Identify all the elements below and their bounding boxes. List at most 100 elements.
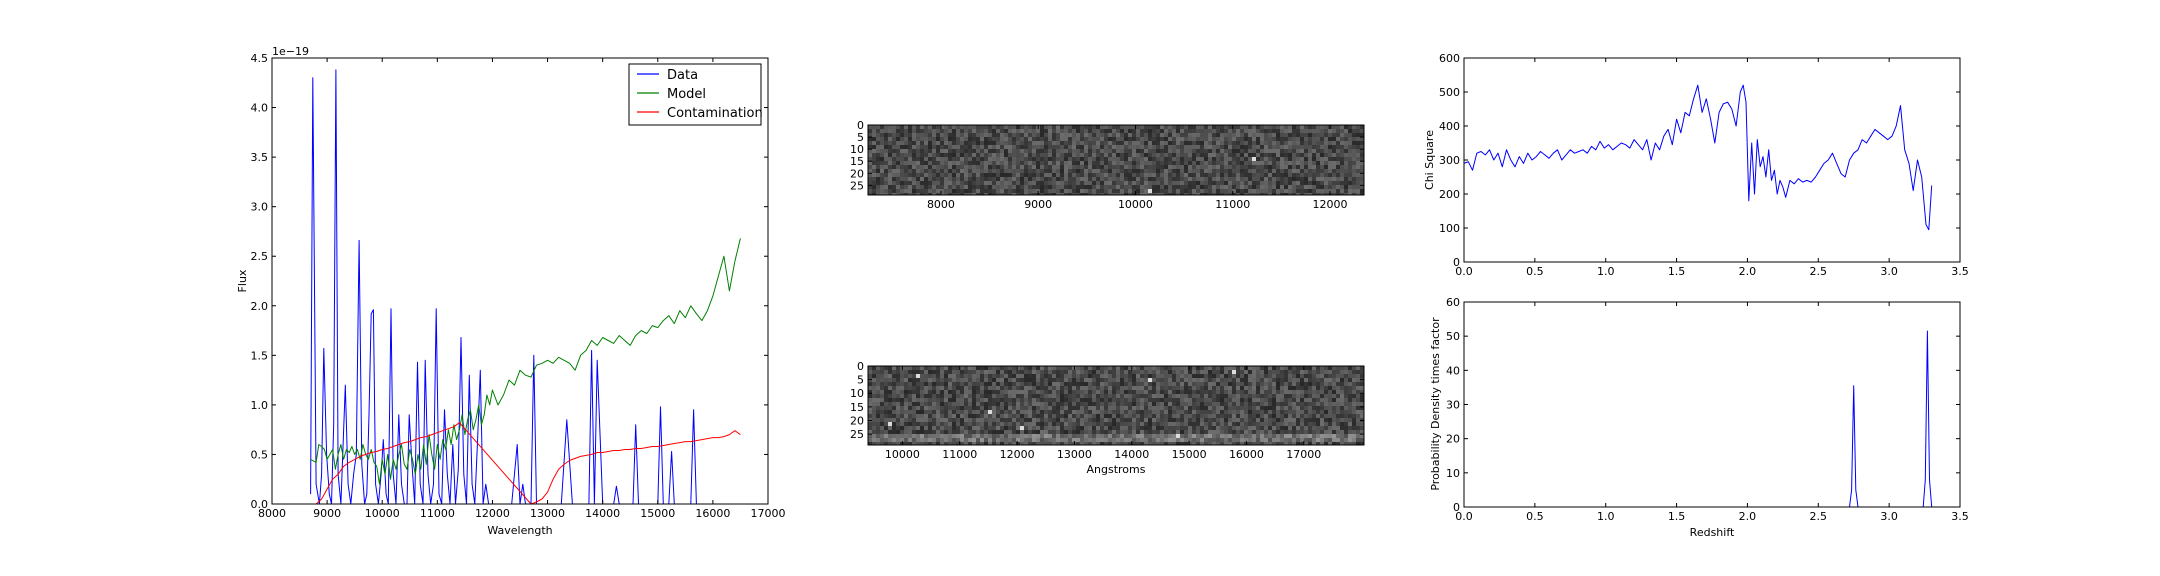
spectrum-bottom-pixel bbox=[1072, 374, 1076, 378]
spectrum-bottom-pixel bbox=[1104, 366, 1108, 370]
spectrum-bottom-pixel bbox=[1080, 402, 1084, 406]
spectrum-top-pixel bbox=[1252, 181, 1256, 185]
spectrum-top-pixel bbox=[1068, 165, 1072, 169]
spectrum-bottom-pixel bbox=[1168, 378, 1172, 382]
spectrum-bottom-pixel bbox=[972, 406, 976, 410]
spectrum-top-pixel bbox=[1152, 153, 1156, 157]
spectrum-top-pixel bbox=[972, 129, 976, 133]
spectrum-bottom-pixel bbox=[1320, 366, 1324, 370]
spectrum-top-pixel bbox=[1224, 185, 1228, 189]
spectrum-bottom-pixel bbox=[916, 426, 920, 430]
spectrum-bottom-pixel bbox=[1312, 426, 1316, 430]
spectrum-bottom-pixel bbox=[892, 382, 896, 386]
spectrum-top-pixel bbox=[1036, 129, 1040, 133]
spectrum-top-pixel bbox=[1352, 189, 1356, 193]
spectrum-bottom-pixel bbox=[892, 386, 896, 390]
spectrum-bottom-pixel bbox=[1012, 366, 1016, 370]
spectrum-top-pixel bbox=[1164, 149, 1168, 153]
spectrum-bottom-pixel bbox=[1276, 390, 1280, 394]
spectrum-bottom-pixel bbox=[1172, 434, 1176, 438]
spectrum-bottom-pixel bbox=[1076, 366, 1080, 370]
spectrum-bottom-pixel bbox=[892, 366, 896, 370]
spectrum-top-pixel bbox=[1304, 137, 1308, 141]
spectrum-bottom-pixel bbox=[1336, 366, 1340, 370]
spectrum-bottom-pixel bbox=[1104, 414, 1108, 418]
spectrum-bottom-pixel bbox=[1076, 422, 1080, 426]
spectrum-bottom-pixel bbox=[1272, 370, 1276, 374]
spectrum-bottom-pixel bbox=[896, 378, 900, 382]
spectrum-bottom-pixel bbox=[1024, 438, 1028, 442]
spectrum-top-pixel bbox=[1080, 141, 1084, 145]
spectrum-bottom-pixel bbox=[1324, 438, 1328, 442]
spectrum-top-pixel bbox=[1060, 149, 1064, 153]
spectrum-bottom-pixel bbox=[1108, 374, 1112, 378]
spectrum-top-pixel bbox=[1248, 153, 1252, 157]
spectrum-bottom-pixel bbox=[940, 374, 944, 378]
spectrum-bottom-pixel bbox=[1264, 370, 1268, 374]
spectrum-bottom-pixel bbox=[896, 402, 900, 406]
spectrum-top-pixel bbox=[1172, 177, 1176, 181]
spectrum-top-pixel bbox=[1056, 185, 1060, 189]
flux-ytick-label: 2.0 bbox=[251, 300, 269, 313]
spectrum-bottom-pixel bbox=[1112, 366, 1116, 370]
spectrum-top-pixel bbox=[1052, 165, 1056, 169]
spectrum-bottom-pixel bbox=[1356, 394, 1360, 398]
spectrum-bottom-pixel bbox=[1352, 394, 1356, 398]
spectrum-bottom-pixel bbox=[948, 422, 952, 426]
spectrum-bottom-pixel bbox=[976, 406, 980, 410]
spectrum-bottom-pixel bbox=[880, 442, 884, 445]
spectrum-top-pixel bbox=[1136, 129, 1140, 133]
spectrum-bottom-pixel bbox=[1116, 390, 1120, 394]
spectrum-bottom-pixel bbox=[1144, 366, 1148, 370]
spectrum-bottom-pixel bbox=[948, 370, 952, 374]
spectrum-top-pixel bbox=[912, 173, 916, 177]
spectrum-top-pixel bbox=[1020, 165, 1024, 169]
spectrum-top-pixel bbox=[1028, 177, 1032, 181]
spectrum-top-pixel bbox=[892, 141, 896, 145]
spectrum-bottom-pixel bbox=[1280, 386, 1284, 390]
spectrum-bottom-pixel bbox=[1164, 434, 1168, 438]
spectrum-top-pixel bbox=[1048, 153, 1052, 157]
spectrum-bottom-pixel bbox=[1240, 370, 1244, 374]
spectrum-bottom-pixel bbox=[1316, 394, 1320, 398]
spectrum-bottom-pixel bbox=[1140, 434, 1144, 438]
spectrum-bottom-pixel bbox=[896, 370, 900, 374]
spectrum-bottom-pixel bbox=[1308, 378, 1312, 382]
spectrum-bottom-pixel bbox=[1004, 378, 1008, 382]
spectrum-top-pixel bbox=[1000, 129, 1004, 133]
spectrum-top-pixel bbox=[1048, 161, 1052, 165]
spectrum-top-pixel bbox=[1248, 133, 1252, 137]
spectrum-bottom-pixel bbox=[1232, 374, 1236, 378]
spectrum-bottom-pixel bbox=[1312, 414, 1316, 418]
spectrum-top-pixel bbox=[1360, 189, 1364, 193]
spectrum-top-pixel bbox=[924, 185, 928, 189]
spectrum-top-pixel bbox=[972, 153, 976, 157]
spectrum-bottom-pixel bbox=[1044, 374, 1048, 378]
spectrum-bottom-pixel bbox=[1148, 374, 1152, 378]
spectrum-top-pixel bbox=[1268, 169, 1272, 173]
spectrum-bottom-pixel bbox=[1248, 370, 1252, 374]
spectrum-bottom-pixel bbox=[872, 390, 876, 394]
spectrum-top-pixel bbox=[952, 137, 956, 141]
spectrum-bottom-pixel bbox=[908, 442, 912, 445]
spectrum-bottom-pixel bbox=[1268, 422, 1272, 426]
spectrum-bottom-pixel bbox=[884, 438, 888, 442]
spectrum-bottom-pixel bbox=[1224, 418, 1228, 422]
spectrum-bottom-pixel bbox=[920, 370, 924, 374]
spectrum-bottom-pixel bbox=[1128, 438, 1132, 442]
spectrum-top-pixel bbox=[1268, 161, 1272, 165]
spectrum-bottom-pixel bbox=[988, 390, 992, 394]
spectrum-bottom-pixel bbox=[1168, 382, 1172, 386]
spectrum-bottom-pixel bbox=[1316, 374, 1320, 378]
spectrum-bottom-pixel bbox=[940, 398, 944, 402]
spectrum-top-pixel bbox=[1052, 181, 1056, 185]
spectrum-top-pixel bbox=[1200, 153, 1204, 157]
spectrum-top-pixel bbox=[1116, 137, 1120, 141]
spectrum-bottom-pixel bbox=[1040, 366, 1044, 370]
spectrum-top-pixel bbox=[1076, 157, 1080, 161]
spectrum-bottom-pixel bbox=[1260, 414, 1264, 418]
spectrum-top-pixel bbox=[1280, 125, 1284, 129]
spectrum-bottom-pixel bbox=[1108, 394, 1112, 398]
spectrum-bottom-pixel bbox=[1184, 366, 1188, 370]
spectrum-bottom-pixel bbox=[1044, 402, 1048, 406]
